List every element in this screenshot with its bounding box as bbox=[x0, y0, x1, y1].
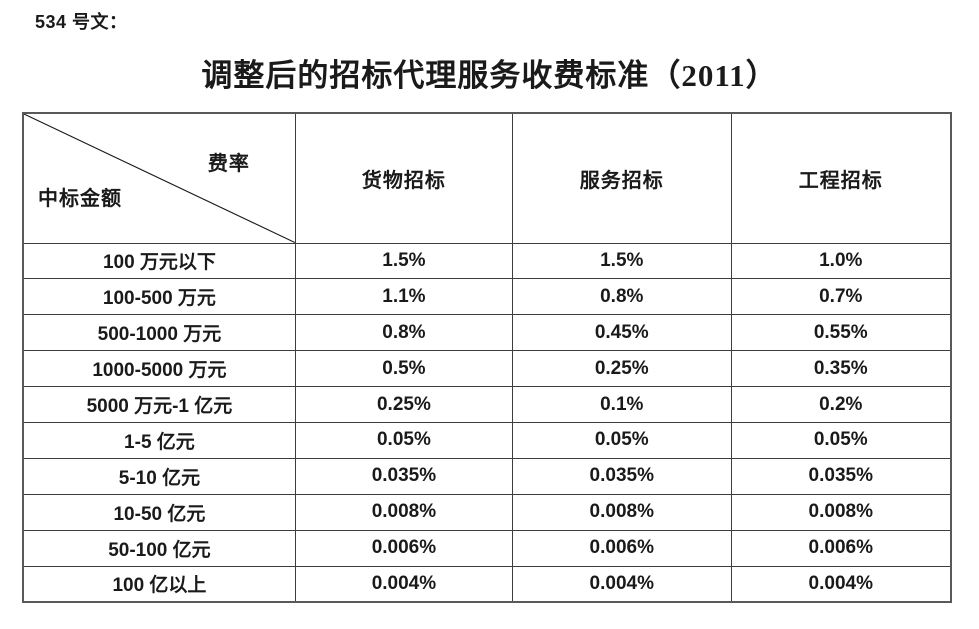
rate-value: 0.008% bbox=[294, 493, 514, 531]
column-header-engineering: 工程招标 bbox=[730, 112, 952, 244]
diagonal-corner-cell: 费率 中标金额 bbox=[22, 112, 296, 244]
table-row: 1000-5000 万元 0.5% 0.25% 0.35% bbox=[22, 350, 952, 388]
row-label: 500-1000 万元 bbox=[22, 314, 296, 352]
row-label: 1-5 亿元 bbox=[22, 421, 296, 459]
rate-value: 0.45% bbox=[512, 314, 732, 352]
row-label: 1000-5000 万元 bbox=[22, 350, 296, 388]
page-title: 调整后的招标代理服务收费标准（2011） bbox=[201, 58, 778, 93]
table-row: 100 亿以上 0.004% 0.004% 0.004% bbox=[22, 565, 952, 603]
rate-value: 0.2% bbox=[730, 386, 952, 423]
rate-value: 0.004% bbox=[294, 565, 514, 603]
rate-value: 0.004% bbox=[512, 565, 732, 603]
row-label: 5-10 亿元 bbox=[22, 457, 296, 495]
row-label: 100-500 万元 bbox=[22, 278, 296, 316]
table-row: 500-1000 万元 0.8% 0.45% 0.55% bbox=[22, 314, 952, 352]
rate-value: 0.05% bbox=[730, 421, 952, 459]
rate-value: 0.006% bbox=[294, 529, 514, 567]
table-row: 5-10 亿元 0.035% 0.035% 0.035% bbox=[22, 457, 952, 495]
rate-value: 1.5% bbox=[294, 242, 514, 280]
row-label: 10-50 亿元 bbox=[22, 493, 296, 531]
rate-value: 0.7% bbox=[730, 278, 952, 316]
diagonal-line bbox=[24, 114, 295, 243]
rate-value: 0.05% bbox=[512, 421, 732, 459]
rate-value: 1.0% bbox=[730, 242, 952, 280]
rate-value: 0.35% bbox=[730, 350, 952, 388]
rate-value: 0.25% bbox=[294, 386, 514, 423]
rate-value: 1.5% bbox=[512, 242, 732, 280]
rate-value: 0.006% bbox=[512, 529, 732, 567]
rate-value: 0.035% bbox=[730, 457, 952, 495]
table-row: 1-5 亿元 0.05% 0.05% 0.05% bbox=[22, 421, 952, 459]
table-row: 100 万元以下 1.5% 1.5% 1.0% bbox=[22, 242, 952, 280]
rate-value: 0.006% bbox=[730, 529, 952, 567]
table-row: 10-50 亿元 0.008% 0.008% 0.008% bbox=[22, 493, 952, 531]
fee-rate-table: 费率 中标金额 货物招标 服务招标 工程招标 100 万元以下 1.5% 1.5… bbox=[22, 112, 952, 603]
table-row: 100-500 万元 1.1% 0.8% 0.7% bbox=[22, 278, 952, 316]
rate-value: 0.004% bbox=[730, 565, 952, 603]
table-row: 5000 万元-1 亿元 0.25% 0.1% 0.2% bbox=[22, 386, 952, 423]
rate-value: 0.8% bbox=[294, 314, 514, 352]
rate-value: 0.25% bbox=[512, 350, 732, 388]
doc-number: 534 号文： bbox=[35, 12, 128, 32]
rate-value: 0.5% bbox=[294, 350, 514, 388]
table-header-row: 费率 中标金额 货物招标 服务招标 工程招标 bbox=[22, 112, 952, 244]
rate-value: 0.1% bbox=[512, 386, 732, 423]
rate-value: 0.008% bbox=[730, 493, 952, 531]
column-header-service: 服务招标 bbox=[512, 112, 732, 244]
rate-value: 0.008% bbox=[512, 493, 732, 531]
row-label: 50-100 亿元 bbox=[22, 529, 296, 567]
column-header-goods: 货物招标 bbox=[294, 112, 514, 244]
rate-value: 0.035% bbox=[294, 457, 514, 495]
rate-value: 1.1% bbox=[294, 278, 514, 316]
rate-value: 0.035% bbox=[512, 457, 732, 495]
rate-value: 0.05% bbox=[294, 421, 514, 459]
rate-value: 0.8% bbox=[512, 278, 732, 316]
row-label: 100 亿以上 bbox=[22, 565, 296, 603]
rate-value: 0.55% bbox=[730, 314, 952, 352]
row-label: 100 万元以下 bbox=[22, 242, 296, 280]
table-row: 50-100 亿元 0.006% 0.006% 0.006% bbox=[22, 529, 952, 567]
corner-label-rate: 费率 bbox=[207, 153, 250, 175]
corner-label-amount: 中标金额 bbox=[38, 187, 122, 210]
row-label: 5000 万元-1 亿元 bbox=[22, 386, 296, 423]
